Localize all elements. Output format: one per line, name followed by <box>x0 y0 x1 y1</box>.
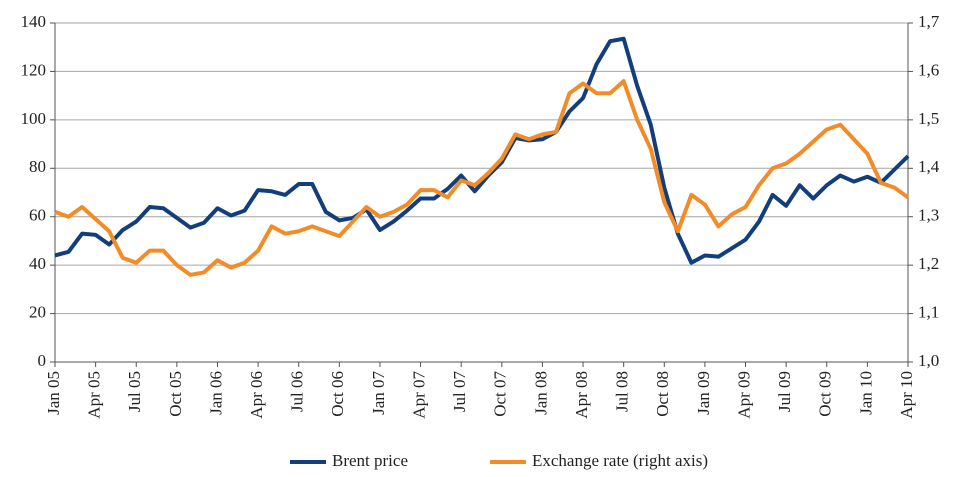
y2-tick-label: 1,6 <box>918 60 939 79</box>
y-tick-label: 140 <box>21 12 47 31</box>
x-tick-label: Jan 08 <box>531 371 550 415</box>
y2-tick-label: 1,5 <box>918 109 939 128</box>
x-tick-label: Jan 10 <box>856 371 875 415</box>
x-tick-label: Jul 07 <box>450 371 469 413</box>
y2-tick-label: 1,2 <box>918 254 939 273</box>
x-tick-label: Jan 06 <box>206 371 225 415</box>
y-tick-label: 60 <box>29 206 46 225</box>
y2-tick-label: 1,4 <box>918 157 940 176</box>
x-tick-label: Oct 05 <box>166 371 185 417</box>
x-tick-label: Jul 05 <box>125 371 144 412</box>
x-tick-label: Jul 08 <box>613 371 632 412</box>
x-tick-label: Oct 07 <box>491 371 510 417</box>
x-tick-label: Oct 08 <box>653 371 672 417</box>
series-line <box>54 36 910 265</box>
x-tick-label: Oct 06 <box>328 371 347 417</box>
x-tick-label: Jan 09 <box>694 371 713 415</box>
series-line <box>54 79 910 277</box>
x-tick-label: Oct 09 <box>816 371 835 417</box>
legend-label: Brent price <box>332 451 408 470</box>
y2-tick-label: 1,3 <box>918 206 939 225</box>
x-tick-label: Jul 06 <box>288 371 307 412</box>
x-tick-label: Jul 09 <box>775 371 794 412</box>
x-tick-label: Jan 05 <box>44 371 63 415</box>
y-tick-label: 20 <box>29 302 46 321</box>
y-tick-label: 40 <box>29 254 46 273</box>
y-tick-label: 80 <box>29 157 46 176</box>
y2-tick-label: 1,1 <box>918 302 939 321</box>
y2-tick-label: 1,0 <box>918 351 939 370</box>
y2-tick-label: 1,7 <box>918 12 940 31</box>
x-tick-label: Apr 09 <box>734 371 753 419</box>
y-tick-label: 120 <box>21 60 47 79</box>
y-tick-label: 100 <box>21 109 47 128</box>
x-tick-label: Apr 06 <box>247 371 266 419</box>
x-tick-label: Jan 07 <box>369 371 388 415</box>
x-tick-label: Apr 10 <box>897 371 916 419</box>
legend-label: Exchange rate (right axis) <box>532 451 708 470</box>
y-tick-label: 0 <box>38 351 47 370</box>
x-tick-label: Apr 08 <box>572 371 591 419</box>
x-tick-label: Apr 07 <box>409 371 428 419</box>
x-tick-label: Apr 05 <box>85 371 104 419</box>
